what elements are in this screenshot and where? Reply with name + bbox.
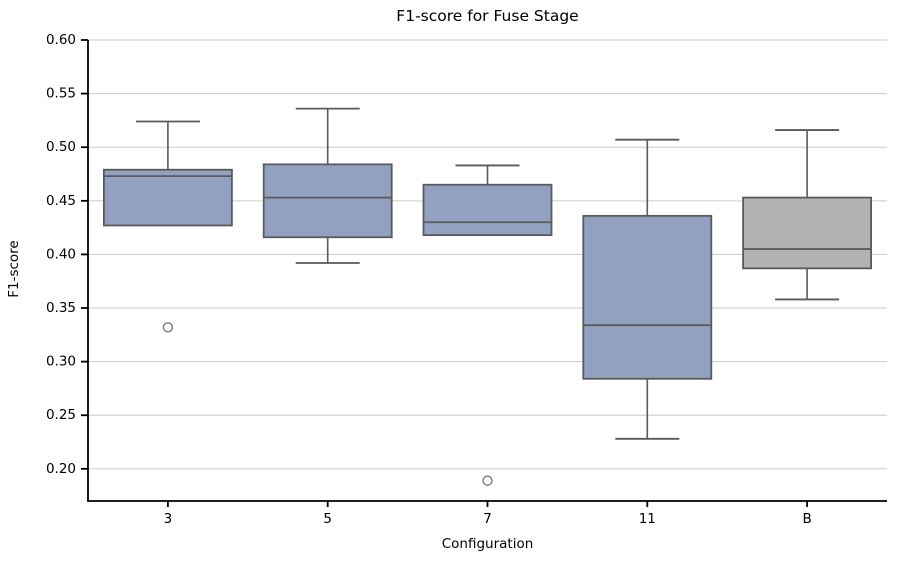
chart-title: F1-score for Fuse Stage	[396, 7, 579, 25]
y-tick-label: 0.40	[46, 246, 76, 262]
y-tick-label: 0.30	[46, 354, 76, 370]
x-tick-label: 5	[323, 511, 332, 527]
y-tick-label: 0.45	[46, 193, 76, 209]
x-tick-label: 11	[639, 511, 656, 527]
x-tick-label: B	[802, 511, 811, 527]
box-11	[582, 214, 713, 380]
y-tick-label: 0.55	[46, 86, 76, 102]
x-axis-title: Configuration	[441, 536, 534, 552]
box-B	[742, 196, 872, 270]
outlier-point	[482, 475, 493, 486]
outlier-point	[162, 322, 174, 333]
x-tick-label: 7	[483, 511, 492, 527]
box-7	[422, 183, 553, 237]
y-tick-label: 0.60	[46, 32, 76, 48]
y-tick-label: 0.25	[46, 407, 76, 423]
x-tick-label: 3	[164, 511, 173, 527]
box-3	[103, 168, 233, 227]
y-tick-label: 0.35	[46, 300, 76, 316]
y-tick-label: 0.20	[46, 461, 76, 477]
y-tick-label: 0.50	[46, 139, 76, 155]
box-5	[262, 163, 393, 239]
